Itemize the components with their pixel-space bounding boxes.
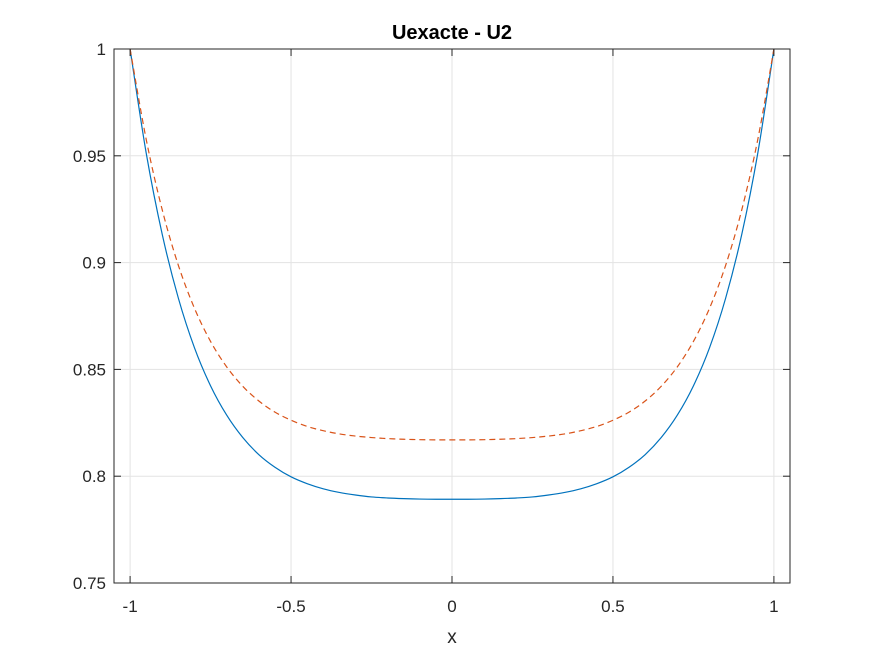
- x-tick-label: 0.5: [601, 597, 625, 616]
- series-line-2: [129, 48, 775, 441]
- y-tick-label: 0.8: [82, 467, 106, 486]
- series-line-1: [129, 48, 775, 500]
- x-tick-label: 0: [447, 597, 456, 616]
- x-axis-label: x: [447, 627, 457, 648]
- chart-title: Uexacte - U2: [392, 22, 512, 44]
- y-tick-label: 0.9: [82, 254, 106, 273]
- x-tick-label: -1: [123, 597, 138, 616]
- ticks: -1 -0.5 0 0.5 1 0.75 0.8 0.85 0.9 0.95 1: [73, 40, 790, 616]
- x-tick-label: -0.5: [276, 597, 305, 616]
- y-tick-label: 0.95: [73, 147, 106, 166]
- series-group: [129, 48, 775, 500]
- x-tick-label: 1: [769, 597, 778, 616]
- y-tick-label: 1: [97, 40, 106, 59]
- y-tick-label: 0.85: [73, 360, 106, 379]
- y-tick-label: 0.75: [73, 574, 106, 593]
